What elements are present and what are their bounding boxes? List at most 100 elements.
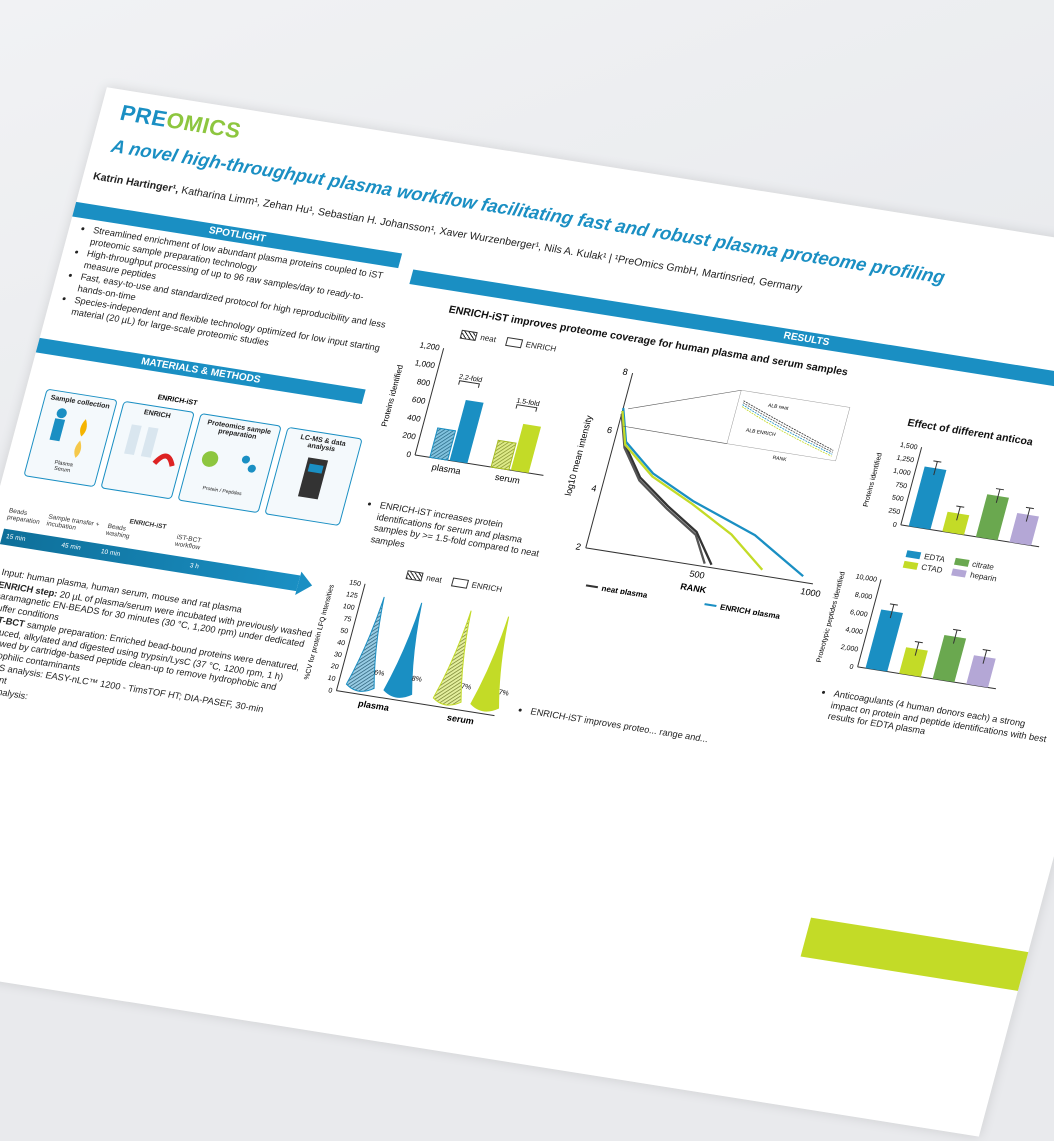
y-tick-label: 50 <box>339 627 349 635</box>
error-bar <box>889 604 895 619</box>
logo-pre: PRE <box>117 100 171 132</box>
workflow-diagram: ENRICH-iST Sample collection Plasma Seru… <box>19 377 376 545</box>
y-tick-label: 800 <box>416 377 432 388</box>
heparin-swatch <box>951 568 968 578</box>
error-cap <box>933 460 942 463</box>
inset-connector <box>623 425 728 444</box>
y-tick-label: 8 <box>621 367 629 377</box>
x-tick-label: serum <box>446 712 475 726</box>
y-tick-label: 6,000 <box>849 609 868 619</box>
y-tick-label: 600 <box>411 395 427 406</box>
y-tick-label: 1,200 <box>419 341 442 353</box>
peptide-icon <box>201 451 256 473</box>
error-cap <box>889 603 898 606</box>
violin <box>383 602 423 698</box>
y-tick-label: 75 <box>343 616 353 624</box>
inset-line <box>742 404 833 455</box>
y-tick-label: 30 <box>333 651 343 659</box>
legend-label: ENRICH plasma <box>719 603 782 621</box>
legend-citrate: citrate <box>971 559 995 572</box>
violin-label: 8% <box>411 675 423 683</box>
y-tick-label: 0 <box>849 664 855 671</box>
poster: PREOMICS A novel high-throughput plasma … <box>0 87 1054 1137</box>
proteomics-box: Proteomics sample preparation Protein / … <box>177 412 282 514</box>
anticoag-bullet: Anticoagulants (4 human donors each) a s… <box>812 686 1052 757</box>
bar <box>865 609 903 672</box>
x-tick-label: plasma <box>431 462 463 476</box>
bar <box>1009 513 1039 546</box>
y-tick-label: 500 <box>891 495 904 504</box>
bar-tint <box>429 427 456 461</box>
mass-spec-icon <box>297 457 329 500</box>
results-bullet-2-text: ENRICH-iST improves proteo... range and.… <box>529 706 730 748</box>
enrich-swatch <box>504 337 523 349</box>
y-tick-label: 1,000 <box>892 468 911 478</box>
y-axis <box>335 583 366 691</box>
x-tick-label: serum <box>494 472 521 486</box>
inset-frame <box>726 389 851 462</box>
bar <box>966 655 996 688</box>
series-line <box>621 410 764 571</box>
y-tick-label: 150 <box>348 579 361 588</box>
error-bar <box>995 489 1001 503</box>
y-tick-label: 10 <box>327 675 337 683</box>
x-axis-label: RANK <box>679 581 708 595</box>
timeline-step-1: Beads preparation <box>6 507 41 526</box>
fold-bracket <box>515 404 538 412</box>
inset-label: ALB neat <box>767 403 789 412</box>
y-tick-label: 10,000 <box>855 574 878 584</box>
y-tick-label: 0 <box>892 522 898 529</box>
proteins-bar-chart: 0 200 400 600 800 1,000 1,200 Proteins identifi… <box>380 341 544 486</box>
y-tick-label: 2,000 <box>840 644 859 654</box>
y-tick-label: 1,000 <box>414 358 437 370</box>
error-bar <box>982 650 988 664</box>
legend-neat: neat <box>479 332 498 345</box>
inset-line <box>741 406 832 457</box>
inset-label: ALB ENRICH <box>745 428 776 439</box>
y-axis <box>900 447 923 525</box>
y-tick-label: 0 <box>327 687 333 694</box>
protein-label: Protein <box>201 485 219 494</box>
bar <box>899 647 928 677</box>
lcms-box: LC-MS & data analysis <box>264 426 363 527</box>
timeline-step-2: Sample transfer + incubation <box>45 513 101 532</box>
error-bar <box>956 506 961 521</box>
green-corner-block <box>800 917 1029 991</box>
peptides-label: Peptides <box>221 488 243 498</box>
y-tick-label: 100 <box>342 603 355 612</box>
error-cap <box>956 505 965 508</box>
y-tick-label: 4,000 <box>844 627 863 637</box>
bar <box>449 399 484 464</box>
error-cap <box>1025 506 1035 510</box>
error-cap <box>982 649 991 652</box>
y-tick-label: 6 <box>606 425 614 435</box>
results-bullet-2: ENRICH-iST improves proteo... range and.… <box>515 704 730 750</box>
enrich-box: ENRICH <box>100 400 195 500</box>
y-tick-label: 1,500 <box>899 442 918 452</box>
bar <box>908 466 947 530</box>
duration-3: 10 min <box>99 548 122 559</box>
bar <box>942 511 970 535</box>
magnet-icon <box>124 424 175 467</box>
y-tick-label: 4 <box>590 483 598 493</box>
violin <box>470 616 510 712</box>
y-axis <box>857 579 882 667</box>
y-tick-label: 0 <box>405 450 412 459</box>
timeline-step-4: iST-BCT workflow <box>174 533 202 552</box>
first-author: Katrin Hartinger¹, <box>91 170 181 196</box>
y-tick-label: 200 <box>401 431 417 442</box>
duration-2: 45 min <box>60 541 82 552</box>
error-bar <box>952 629 958 644</box>
legend-line <box>582 597 595 601</box>
inset-x-label: RANK <box>772 455 788 463</box>
inset-connector <box>628 389 742 410</box>
fold-annotation: 2.2-fold <box>458 374 483 384</box>
y-tick-label: 2 <box>575 541 583 551</box>
x-axis <box>585 547 814 585</box>
error-bar <box>1025 507 1031 522</box>
duration-4: 3 h <box>188 562 200 571</box>
diagram-top-label: ENRICH-iST <box>156 394 199 408</box>
logo-omics: OMICS <box>163 107 244 144</box>
